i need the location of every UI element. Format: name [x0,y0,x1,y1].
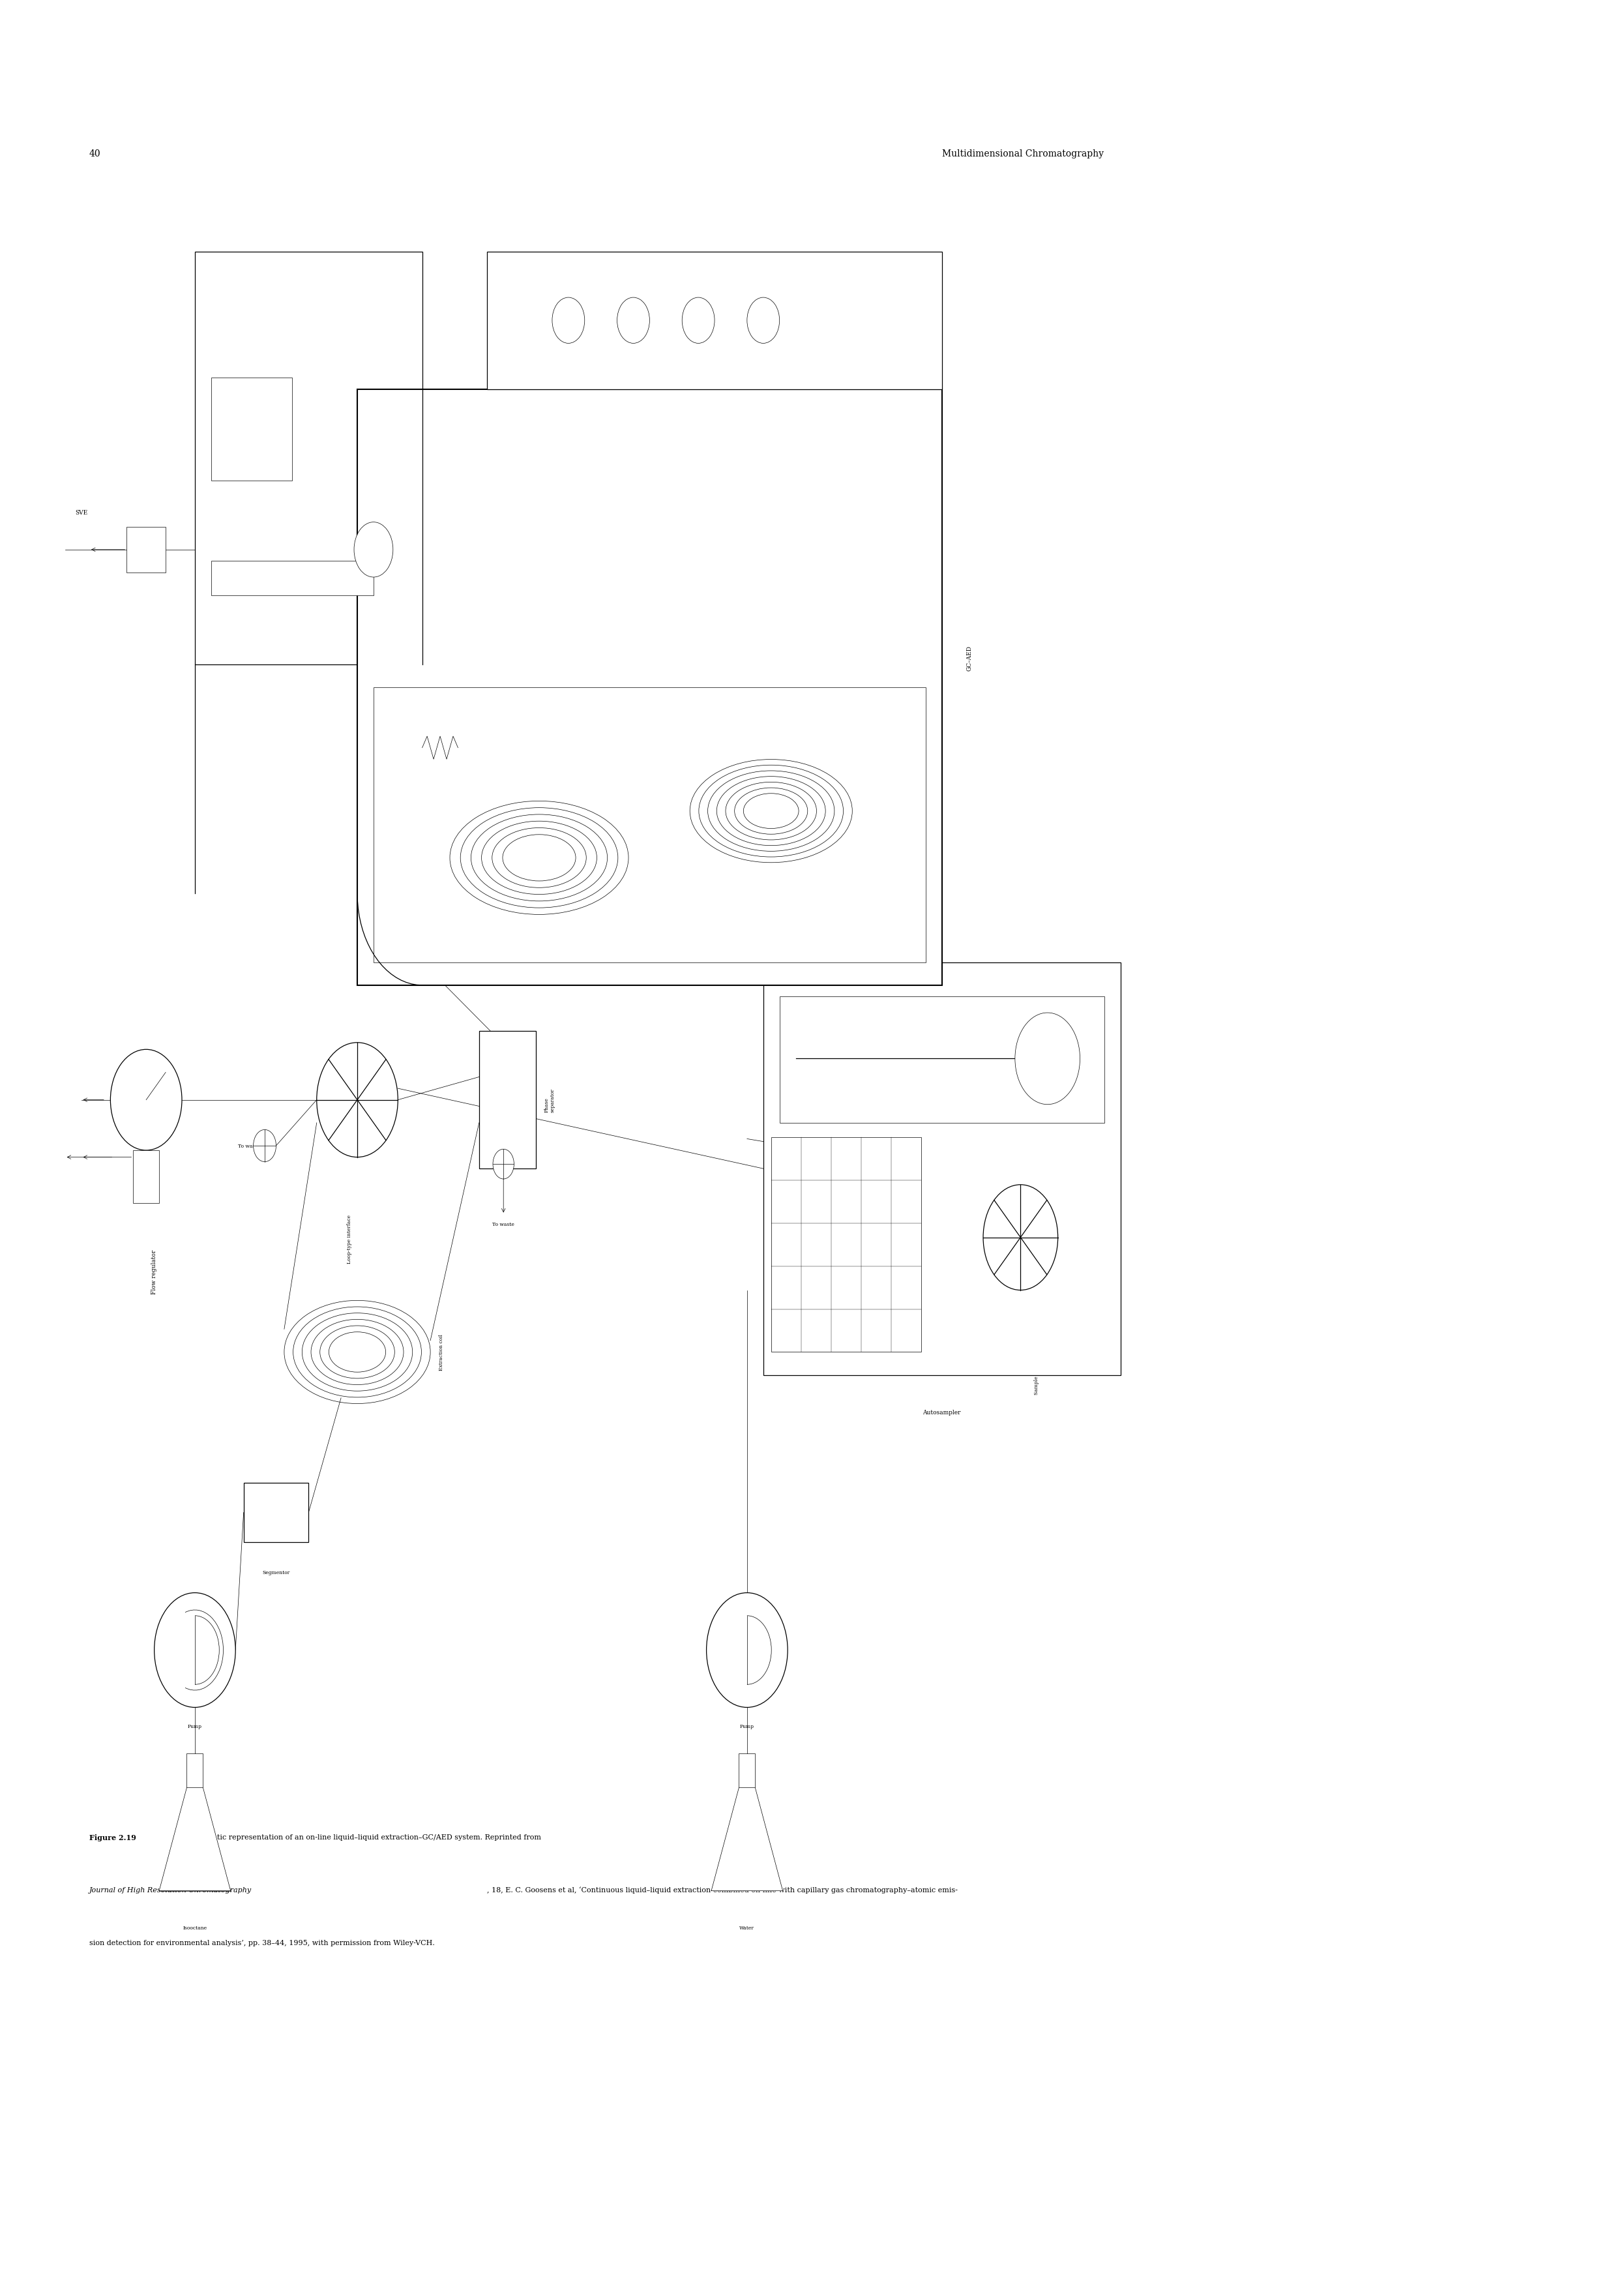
Text: Analytical column: Analytical column [861,896,866,940]
Text: GC–AED: GC–AED [966,644,973,672]
Bar [211,378,292,481]
Circle shape [552,298,585,344]
Text: Autosampler: Autosampler [922,1410,961,1416]
Bar [763,963,1121,1375]
Circle shape [706,1593,788,1708]
Bar [479,1031,536,1169]
Bar [211,562,374,596]
Text: Water: Water [739,1925,755,1930]
Bar [374,688,926,963]
Text: Retention gap
plus precolumn: Retention gap plus precolumn [628,912,640,951]
Text: Isooctane: Isooctane [184,1925,206,1930]
Text: To waste: To waste [237,1144,260,1148]
Text: Pump: Pump [741,1724,754,1728]
Text: Dilutor: Dilutor [934,1057,950,1063]
Text: MODEL 232: MODEL 232 [835,1242,857,1247]
Text: Figure 2.19: Figure 2.19 [89,1834,136,1840]
Text: Flow regulator: Flow regulator [151,1249,158,1293]
Circle shape [154,1593,235,1708]
Circle shape [1015,1013,1080,1105]
Text: Multidimensional Chromatography: Multidimensional Chromatography [942,149,1104,158]
Text: sion detection for environmental analysis’, pp. 38–44, 1995, with permission fro: sion detection for environmental analysi… [89,1939,435,1946]
Polygon shape [711,1788,783,1891]
Circle shape [354,523,393,578]
Bar [244,1483,309,1543]
Circle shape [747,298,780,344]
Text: To waste: To waste [1069,1270,1091,1274]
Text: Schematic representation of an on-line liquid–liquid extraction–GC/AED system. R: Schematic representation of an on-line l… [184,1834,544,1840]
Text: Sample injector valve: Sample injector valve [1034,1341,1039,1394]
Text: Journal of High Resolution Chromatography: Journal of High Resolution Chromatograph… [89,1886,252,1893]
Bar [127,527,166,573]
Text: Segmentor: Segmentor [263,1570,289,1575]
Bar [357,390,942,986]
Bar [195,252,422,665]
Text: Extraction coil: Extraction coil [438,1334,443,1371]
Circle shape [110,1050,182,1151]
Bar [771,1137,921,1352]
Circle shape [682,298,715,344]
Circle shape [494,1148,515,1178]
Bar [133,1151,159,1203]
Text: SVE: SVE [75,509,88,516]
Text: 40: 40 [89,149,101,158]
Text: Phase
separator: Phase separator [544,1089,555,1112]
Bar [780,997,1104,1123]
Text: To waste: To waste [492,1222,515,1226]
Text: Restrictor: Restrictor [463,745,487,752]
Circle shape [617,298,650,344]
Polygon shape [159,1788,231,1891]
Bar [487,252,942,390]
Circle shape [253,1130,276,1162]
Text: Pump: Pump [188,1724,201,1728]
Text: , 18, E. C. Goosens et al, ‘Continuous liquid–liquid extraction combined on-line: , 18, E. C. Goosens et al, ‘Continuous l… [487,1886,958,1893]
Text: Loop-type interface: Loop-type interface [346,1215,352,1263]
Text: Sample injector: Sample injector [827,1364,866,1368]
